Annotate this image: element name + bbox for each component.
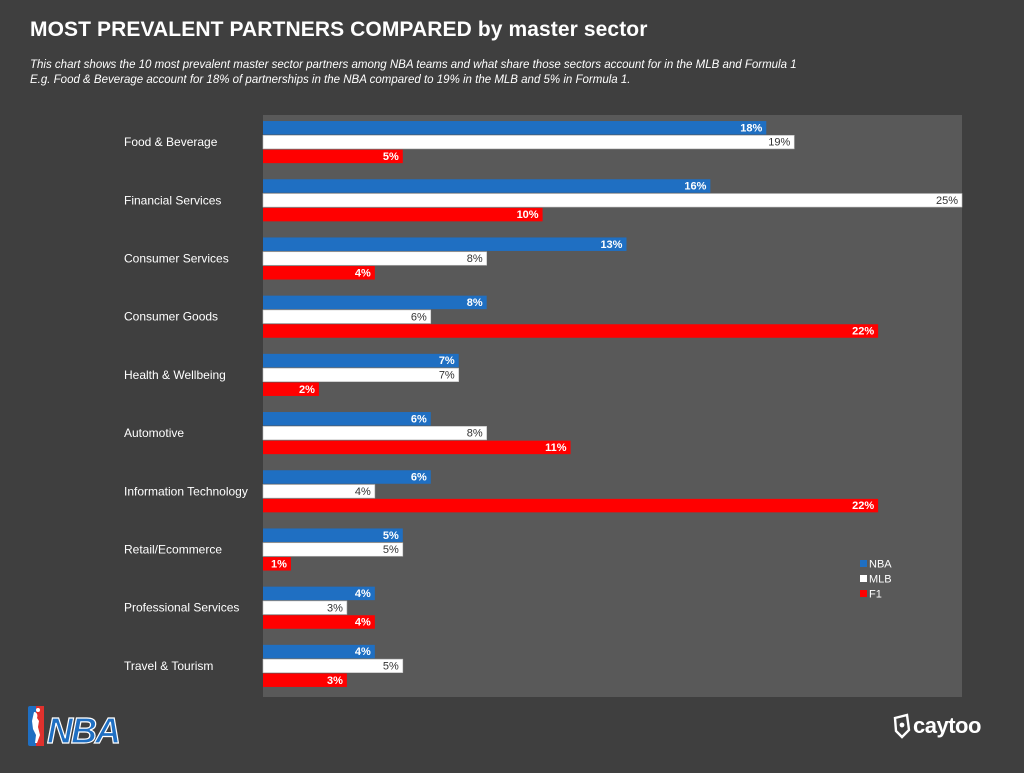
- legend-swatch-f1: [860, 590, 867, 597]
- category-label: Automotive: [124, 426, 184, 440]
- bar-nba: [263, 470, 431, 484]
- category-label: Food & Beverage: [124, 135, 218, 149]
- data-label-nba: 16%: [684, 181, 706, 193]
- data-label-mlb: 8%: [467, 253, 483, 265]
- data-label-mlb: 3%: [327, 602, 343, 614]
- data-label-nba: 18%: [740, 122, 762, 134]
- bar-mlb: [262, 367, 460, 382]
- category-label: Consumer Goods: [124, 310, 218, 324]
- data-label-mlb: 7%: [439, 369, 455, 381]
- bar-nba: [263, 412, 431, 426]
- bar-f1: [263, 207, 543, 222]
- category-label: Professional Services: [124, 601, 239, 615]
- data-label-mlb: 6%: [411, 311, 427, 323]
- data-label-f1: 11%: [545, 442, 567, 454]
- data-label-f1: 1%: [271, 558, 287, 570]
- data-label-nba: 6%: [411, 472, 427, 484]
- data-label-nba: 7%: [439, 355, 455, 367]
- bar-nba: [263, 237, 627, 251]
- category-label: Travel & Tourism: [124, 659, 213, 673]
- legend-label-f1: F1: [869, 589, 882, 601]
- bar-nba: [263, 528, 403, 542]
- bar-f1: [263, 440, 571, 455]
- nba-logo-text: NBA: [47, 710, 119, 747]
- bar-nba: [263, 644, 375, 659]
- bar-nba: [263, 121, 767, 135]
- caytoo-logo-text: caytoo: [913, 713, 981, 738]
- data-label-mlb: 25%: [936, 195, 958, 207]
- legend-label-nba: NBA: [869, 559, 892, 571]
- bar-mlb: [262, 193, 963, 208]
- bar-mlb: [262, 484, 376, 499]
- bar-f1: [263, 149, 403, 164]
- data-label-nba: 5%: [383, 530, 399, 542]
- data-label-mlb: 19%: [768, 137, 790, 149]
- nba-logo: NBA: [28, 706, 120, 747]
- caytoo-shield-icon: [893, 713, 911, 739]
- data-label-nba: 8%: [467, 297, 483, 309]
- legend-label-mlb: MLB: [869, 574, 892, 586]
- data-label-f1: 2%: [299, 384, 315, 396]
- bar-f1: [263, 382, 319, 396]
- bar-nba: [263, 179, 711, 193]
- page-title: MOST PREVALENT PARTNERS COMPARED by mast…: [30, 18, 648, 41]
- bar-mlb: [262, 658, 404, 673]
- category-label: Retail/Ecommerce: [124, 543, 222, 557]
- data-label-f1: 5%: [383, 151, 399, 163]
- bar-mlb: [262, 251, 487, 266]
- subtitle-line-1: This chart shows the 10 most prevalent m…: [30, 59, 797, 71]
- bar-nba: [263, 295, 487, 310]
- bar-nba: [263, 586, 375, 601]
- data-label-nba: 13%: [600, 239, 622, 251]
- data-label-mlb: 5%: [383, 544, 399, 556]
- bar-mlb: [262, 135, 795, 150]
- data-label-f1: 3%: [327, 675, 343, 687]
- data-label-f1: 10%: [517, 209, 539, 221]
- bar-f1: [263, 615, 375, 629]
- bar-f1: [263, 324, 879, 338]
- bar-mlb: [262, 426, 487, 441]
- data-label-nba: 6%: [411, 413, 427, 425]
- bar-mlb: [262, 542, 404, 557]
- data-label-mlb: 4%: [355, 486, 371, 498]
- bar-f1: [263, 266, 375, 280]
- subtitle-line-2: E.g. Food & Beverage account for 18% of …: [30, 74, 631, 86]
- data-label-mlb: 5%: [383, 660, 399, 672]
- category-label: Consumer Services: [124, 252, 229, 266]
- legend-swatch-mlb: [860, 575, 867, 582]
- bar-mlb: [262, 600, 348, 615]
- data-label-f1: 22%: [852, 500, 874, 512]
- bar-mlb: [262, 309, 432, 324]
- data-label-mlb: 8%: [467, 428, 483, 440]
- bar-f1: [263, 673, 347, 687]
- chart-subtitle: This chart shows the 10 most prevalent m…: [30, 58, 930, 88]
- caytoo-logo: caytoo: [893, 713, 981, 739]
- data-label-nba: 4%: [355, 588, 371, 600]
- data-label-f1: 22%: [852, 326, 874, 338]
- bar-f1: [263, 557, 291, 571]
- category-label: Financial Services: [124, 193, 221, 207]
- category-label: Information Technology: [124, 484, 248, 498]
- legend-swatch-nba: [860, 560, 867, 567]
- category-label: Health & Wellbeing: [124, 368, 226, 382]
- bar-nba: [263, 353, 459, 368]
- bar-f1: [263, 498, 879, 513]
- data-label-f1: 4%: [355, 617, 371, 629]
- data-label-nba: 4%: [355, 646, 371, 658]
- data-label-f1: 4%: [355, 267, 371, 279]
